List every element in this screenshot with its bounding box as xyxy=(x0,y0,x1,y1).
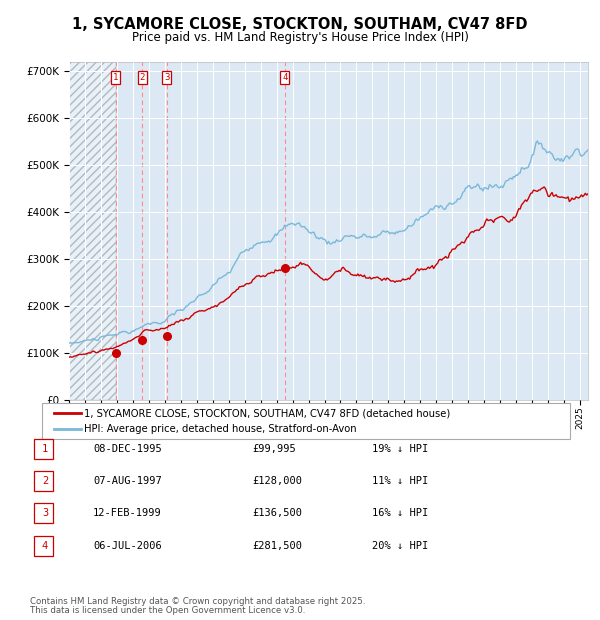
Text: HPI: Average price, detached house, Stratford-on-Avon: HPI: Average price, detached house, Stra… xyxy=(84,424,356,434)
Text: £128,000: £128,000 xyxy=(252,476,302,486)
Text: 11% ↓ HPI: 11% ↓ HPI xyxy=(372,476,428,486)
Text: Contains HM Land Registry data © Crown copyright and database right 2025.: Contains HM Land Registry data © Crown c… xyxy=(30,597,365,606)
Text: £136,500: £136,500 xyxy=(252,508,302,518)
Text: 3: 3 xyxy=(42,508,48,518)
Bar xyxy=(69,62,116,400)
Bar xyxy=(69,62,116,400)
Text: 07-AUG-1997: 07-AUG-1997 xyxy=(93,476,162,486)
Text: 16% ↓ HPI: 16% ↓ HPI xyxy=(372,508,428,518)
Text: £281,500: £281,500 xyxy=(252,541,302,551)
Text: This data is licensed under the Open Government Licence v3.0.: This data is licensed under the Open Gov… xyxy=(30,606,305,615)
Text: 2: 2 xyxy=(42,476,48,486)
Text: 20% ↓ HPI: 20% ↓ HPI xyxy=(372,541,428,551)
Text: 06-JUL-2006: 06-JUL-2006 xyxy=(93,541,162,551)
Text: 08-DEC-1995: 08-DEC-1995 xyxy=(93,444,162,454)
Text: 1: 1 xyxy=(113,73,118,82)
Text: 1, SYCAMORE CLOSE, STOCKTON, SOUTHAM, CV47 8FD (detached house): 1, SYCAMORE CLOSE, STOCKTON, SOUTHAM, CV… xyxy=(84,408,450,418)
Text: £99,995: £99,995 xyxy=(252,444,296,454)
Text: 4: 4 xyxy=(282,73,287,82)
Text: 2: 2 xyxy=(140,73,145,82)
Text: 12-FEB-1999: 12-FEB-1999 xyxy=(93,508,162,518)
Text: 19% ↓ HPI: 19% ↓ HPI xyxy=(372,444,428,454)
Text: 3: 3 xyxy=(164,73,169,82)
Text: Price paid vs. HM Land Registry's House Price Index (HPI): Price paid vs. HM Land Registry's House … xyxy=(131,31,469,43)
Text: 1, SYCAMORE CLOSE, STOCKTON, SOUTHAM, CV47 8FD: 1, SYCAMORE CLOSE, STOCKTON, SOUTHAM, CV… xyxy=(72,17,528,32)
Text: 1: 1 xyxy=(42,444,48,454)
Text: 4: 4 xyxy=(42,541,48,551)
